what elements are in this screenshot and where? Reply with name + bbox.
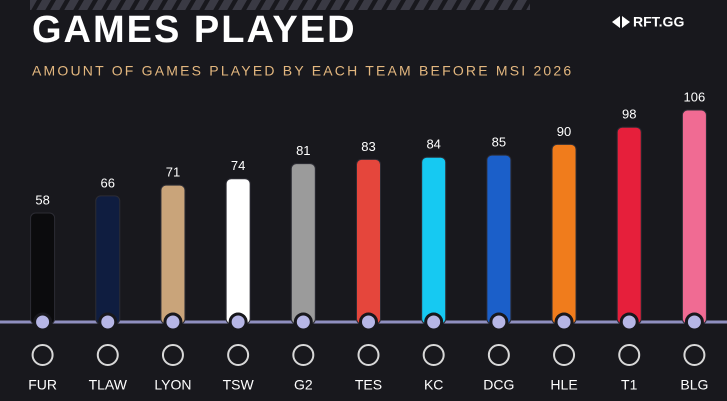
bar — [225, 178, 251, 325]
bar — [486, 154, 512, 325]
value-label: 83 — [361, 139, 375, 154]
bar — [421, 156, 447, 325]
x-tick-label: T1 — [621, 377, 638, 393]
baseline-dot — [424, 312, 444, 332]
bar — [551, 143, 577, 325]
x-tick-label: BLG — [680, 377, 708, 393]
value-label: 85 — [492, 135, 506, 150]
x-tick-label: TLAW — [89, 377, 128, 393]
team-logo — [96, 344, 119, 366]
value-label: 71 — [166, 165, 180, 180]
baseline-dot — [228, 312, 248, 332]
team-logo — [161, 344, 184, 366]
team-logo — [683, 344, 706, 366]
team-logo — [553, 344, 576, 366]
value-label: 84 — [426, 137, 440, 152]
x-tick-label: TSW — [223, 377, 255, 393]
x-tick-label: KC — [424, 377, 443, 393]
baseline-dot — [489, 312, 509, 332]
bar — [290, 163, 316, 325]
value-label: 66 — [101, 175, 115, 190]
x-tick-label: HLE — [550, 377, 577, 393]
x-tick-label: TES — [355, 377, 382, 393]
bar — [681, 109, 707, 325]
decor-stripes — [30, 0, 530, 10]
bar — [616, 126, 642, 325]
team-logo — [292, 344, 315, 366]
team-logo — [357, 344, 380, 366]
baseline-dot — [359, 312, 378, 332]
x-tick-label: DCG — [483, 377, 514, 393]
bar — [30, 212, 56, 325]
baseline-dot — [554, 312, 574, 332]
value-label: 90 — [557, 124, 571, 139]
x-tick-label: FUR — [28, 377, 57, 393]
bar — [356, 158, 381, 325]
team-logo — [31, 344, 54, 366]
baseline-dot — [619, 312, 639, 332]
bar — [160, 184, 186, 325]
team-logo — [618, 344, 641, 366]
baseline-dot — [33, 312, 53, 332]
baseline-dot — [684, 312, 704, 332]
chart-subtitle: AMOUNT OF GAMES PLAYED BY EACH TEAM BEFO… — [32, 63, 573, 79]
brand-logo: RFT.GG — [633, 14, 684, 30]
x-tick-label: LYON — [154, 377, 191, 393]
value-label: 58 — [35, 192, 49, 207]
team-logo — [227, 344, 250, 366]
baseline-dot — [163, 312, 183, 332]
baseline-dot — [98, 312, 118, 332]
value-label: 74 — [231, 158, 245, 173]
chart-title: GAMES PLAYED — [32, 9, 357, 51]
value-label: 106 — [684, 89, 706, 104]
value-label: 81 — [296, 143, 310, 158]
brand-icon — [612, 16, 630, 28]
team-logo — [487, 344, 510, 366]
baseline-dot — [293, 312, 313, 332]
value-label: 98 — [622, 107, 636, 122]
x-tick-label: G2 — [294, 377, 313, 393]
bar — [95, 195, 121, 325]
team-logo — [422, 344, 445, 366]
